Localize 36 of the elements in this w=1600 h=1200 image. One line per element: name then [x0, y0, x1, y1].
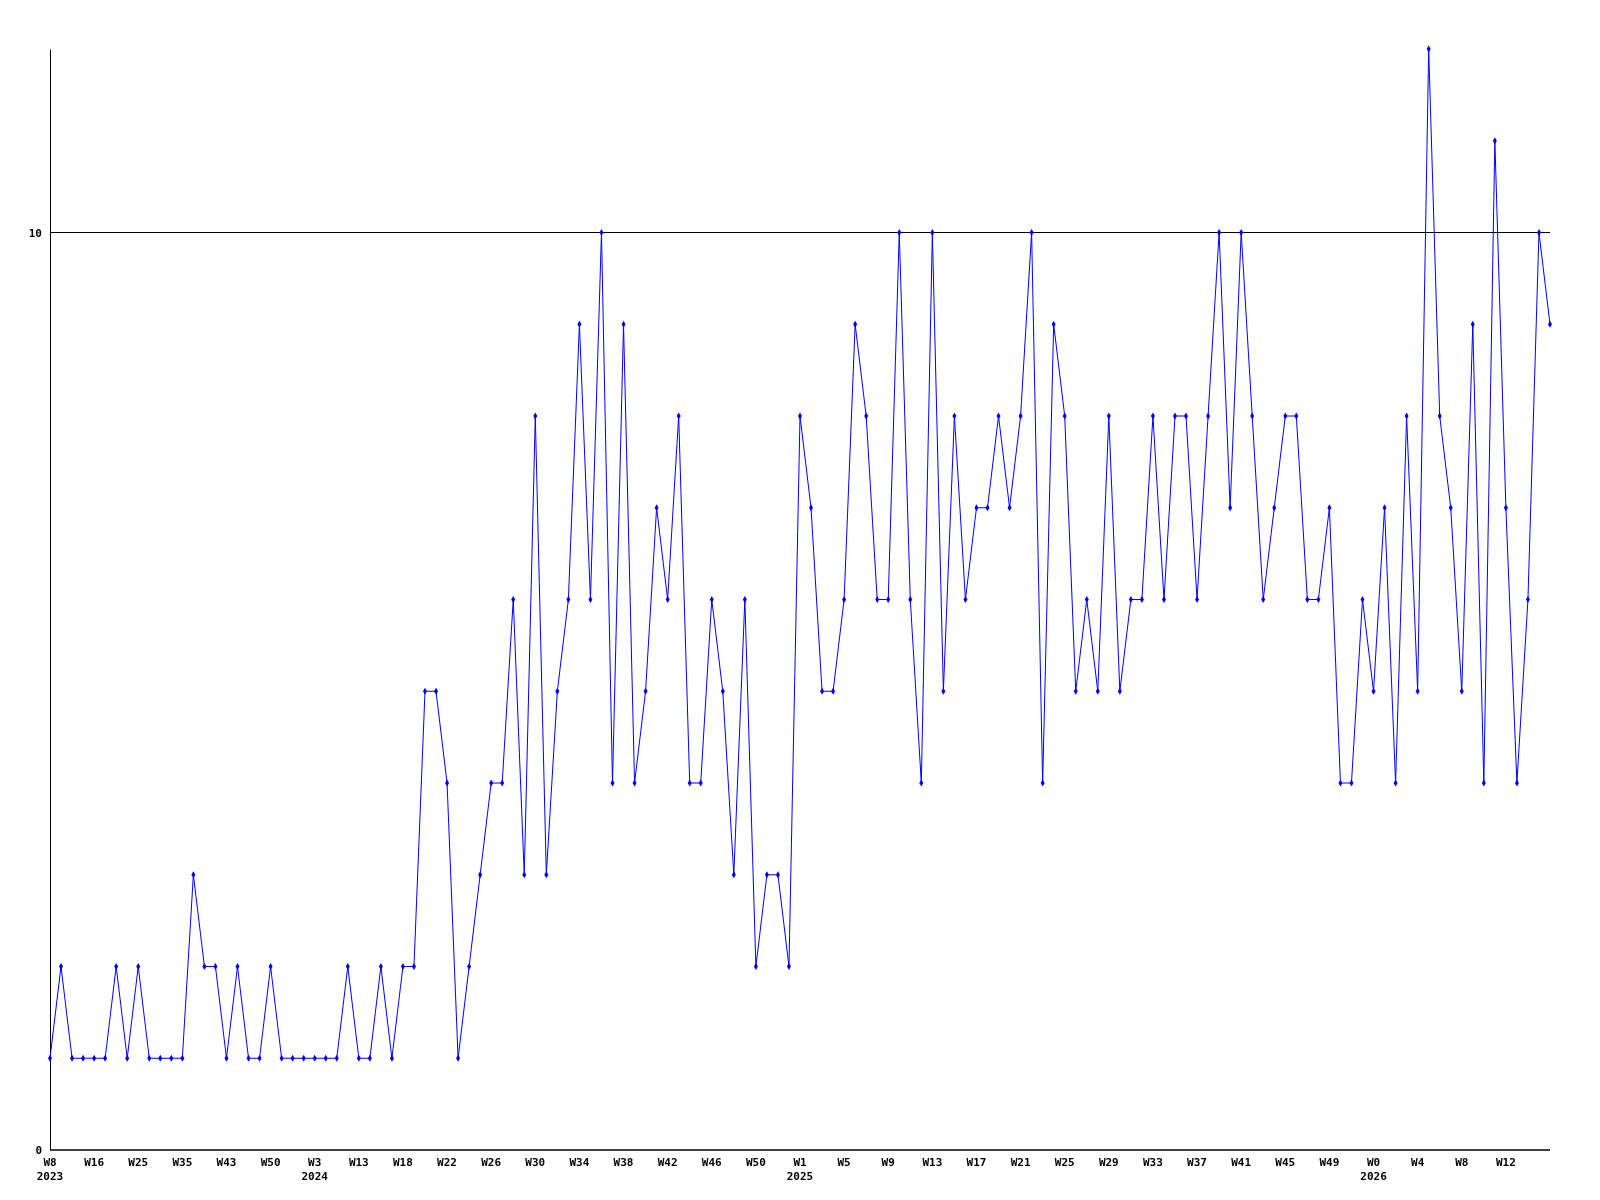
- x-tick-label: W43: [216, 1156, 237, 1169]
- x-tick-label: W30: [525, 1156, 546, 1169]
- x-tick-label: W25: [1054, 1156, 1075, 1169]
- x-tick-label: W49: [1319, 1156, 1340, 1169]
- x-tick-label: W3 2024: [301, 1156, 329, 1183]
- x-tick-label: W33: [1143, 1156, 1163, 1169]
- x-tick-label: W1 2025: [786, 1156, 814, 1183]
- x-tick-label: W9: [881, 1156, 895, 1169]
- y-tick-label: 10: [28, 226, 42, 240]
- x-tick-label: W25: [128, 1156, 149, 1169]
- x-tick-label: W41: [1231, 1156, 1252, 1169]
- x-tick-label: W45: [1275, 1156, 1296, 1169]
- x-tick-label: W37: [1187, 1156, 1207, 1169]
- x-tick-label: W22: [437, 1156, 457, 1169]
- x-tick-label: W42: [657, 1156, 678, 1169]
- x-tick-label: W5: [837, 1156, 851, 1169]
- x-tick-label: W21: [1010, 1156, 1031, 1169]
- x-tick-label: W12: [1495, 1156, 1516, 1169]
- x-tick-label: W8 2023: [36, 1156, 64, 1183]
- x-tick-label: W34: [569, 1156, 590, 1169]
- x-tick-label: W50: [745, 1156, 766, 1169]
- x-tick-label: W13: [922, 1156, 943, 1169]
- x-tick-label: W38: [613, 1156, 634, 1169]
- x-tick-label: W4: [1411, 1156, 1425, 1169]
- x-tick-label: W29: [1098, 1156, 1119, 1169]
- x-tick-label: W50: [260, 1156, 281, 1169]
- x-tick-label: W17: [966, 1156, 987, 1169]
- x-tick-label: W46: [701, 1156, 723, 1169]
- x-tick-label: W0 2026: [1360, 1156, 1388, 1183]
- x-tick-label: W13: [348, 1156, 369, 1169]
- x-tick-label: W18: [393, 1156, 413, 1169]
- x-tick-label: W8: [1455, 1156, 1469, 1169]
- y-tick-label: 0: [35, 1144, 42, 1158]
- x-tick-label: W26: [481, 1156, 502, 1169]
- x-tick-label: W16: [84, 1156, 105, 1169]
- x-tick-label: W35: [172, 1156, 193, 1169]
